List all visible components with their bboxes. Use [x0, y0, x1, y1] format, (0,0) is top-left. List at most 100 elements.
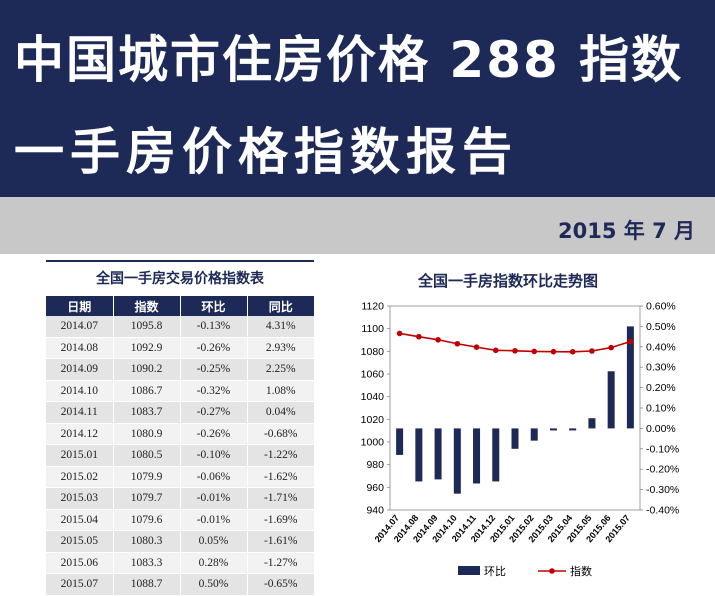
cell-yoy: 0.04% [247, 401, 314, 424]
index-point [569, 348, 576, 355]
table-row: 2014.11 1083.7 -0.27% 0.04% [46, 401, 314, 424]
mom-bar [453, 428, 461, 494]
table-header-row: 日期 指数 环比 同比 [46, 296, 314, 316]
cell-date: 2014.07 [46, 316, 114, 338]
cell-date: 2015.06 [46, 552, 114, 574]
index-point [396, 330, 403, 337]
cell-date: 2015.01 [46, 444, 114, 467]
table-row: 2015.01 1080.5 -0.10% -1.22% [46, 444, 314, 467]
index-point [589, 348, 595, 354]
cell-index: 1083.3 [113, 552, 181, 574]
index-point [531, 348, 538, 355]
index-point [416, 333, 422, 340]
cell-index: 1080.3 [113, 530, 181, 553]
mom-bar [530, 428, 538, 441]
cell-index: 1083.7 [113, 401, 181, 424]
right-axis-tick-label: -0.20% [646, 464, 679, 476]
mom-bar [511, 428, 519, 449]
chart-title: 全国一手房指数环比走势图 [417, 272, 598, 290]
cell-mom: 0.05% [180, 530, 248, 553]
left-axis-tick-label: 1020 [361, 414, 385, 426]
cell-mom: -0.13% [180, 316, 248, 338]
left-axis-tick-label: 980 [366, 459, 384, 471]
cell-yoy: 2.93% [247, 337, 314, 359]
left-axis-tick-label: 1000 [361, 437, 385, 449]
cell-mom: -0.01% [180, 487, 248, 510]
cell-yoy: -1.62% [247, 466, 314, 488]
table-row: 2014.07 1095.8 -0.13% 4.31% [46, 316, 314, 338]
cell-date: 2014.12 [46, 423, 114, 445]
right-axis-tick-label: -0.40% [646, 505, 679, 517]
mom-bar [434, 428, 442, 480]
legend-swatch-index-marker [549, 568, 555, 574]
date-band: 2015 年 7 月 [0, 197, 715, 254]
cell-mom: -0.25% [180, 358, 248, 381]
cell-mom: -0.26% [180, 337, 248, 359]
index-point [454, 340, 461, 347]
mom-bar [569, 428, 577, 431]
cell-index: 1086.7 [113, 380, 181, 402]
mom-bar [588, 418, 596, 429]
header-index: 指数 [113, 296, 181, 316]
header-yoy: 同比 [247, 296, 314, 316]
table-top-rule [46, 260, 314, 262]
cell-yoy: 4.31% [247, 316, 314, 338]
cell-yoy: 1.08% [247, 380, 314, 402]
cell-mom: -0.01% [180, 509, 248, 531]
cell-mom: -0.26% [180, 423, 248, 445]
mom-bar [607, 371, 615, 429]
cell-yoy: -1.61% [247, 530, 314, 553]
header-mom: 环比 [180, 296, 248, 316]
left-axis-tick-label: 1080 [361, 346, 385, 358]
right-axis-tick-label: -0.10% [646, 443, 679, 455]
mom-bar [492, 428, 500, 482]
cell-mom: 0.50% [180, 573, 248, 596]
cell-date: 2015.02 [46, 466, 114, 488]
mom-bar [549, 428, 557, 431]
cell-yoy: -1.69% [247, 509, 314, 531]
cell-date: 2015.07 [46, 573, 114, 596]
report-title-line2: 一手房价格指数报告 [14, 123, 518, 181]
cell-index: 1079.6 [113, 509, 181, 531]
cell-date: 2015.05 [46, 530, 114, 553]
mom-trend-chart: 940 960 980 1000 1020 1040 1060 1080 1100 1120 -0.… [361, 301, 680, 579]
cell-date: 2015.04 [46, 509, 114, 531]
price-index-table: 日期 指数 环比 同比 2014.07 1095.8 -0.13% 4.31% 2014… [46, 296, 314, 596]
cell-yoy: -1.27% [247, 552, 314, 574]
right-axis-tick-label: 0.40% [646, 341, 676, 353]
cell-index: 1079.7 [113, 487, 181, 510]
index-point [492, 347, 499, 354]
cell-yoy: -1.71% [247, 487, 314, 510]
cell-yoy: -1.22% [247, 444, 314, 467]
table-row: 2015.05 1080.3 0.05% -1.61% [46, 530, 314, 553]
table-row: 2014.08 1092.9 -0.26% 2.93% [46, 337, 314, 359]
header-date: 日期 [46, 296, 114, 316]
right-axis-tick-label: 0.50% [646, 321, 676, 333]
left-axis-tick-label: 960 [366, 482, 384, 494]
cell-date: 2014.11 [46, 401, 114, 424]
mom-bar [396, 428, 404, 455]
cell-index: 1095.8 [113, 316, 181, 338]
cell-date: 2014.08 [46, 337, 114, 359]
right-axis-tick-label: 0.00% [646, 423, 676, 435]
report-title-line1: 中国城市住房价格 288 指数 [14, 31, 684, 89]
cell-mom: -0.27% [180, 401, 248, 424]
index-point [550, 348, 557, 355]
cell-mom: -0.10% [180, 444, 248, 467]
legend-label-index: 指数 [570, 564, 592, 578]
report-date: 2015 年 7 月 [558, 219, 695, 243]
left-axis-tick-label: 1100 [361, 323, 384, 335]
right-axis-tick-label: 0.10% [646, 403, 676, 415]
right-axis-tick-label: 0.30% [646, 362, 676, 374]
table-title: 全国一手房交易价格指数表 [96, 271, 264, 287]
table-row: 2014.10 1086.7 -0.32% 1.08% [46, 380, 314, 402]
table-row: 2015.03 1079.7 -0.01% -1.71% [46, 487, 314, 510]
index-point [473, 344, 480, 350]
chart-legend: 环比 指数 [458, 564, 592, 578]
table-row: 2015.02 1079.9 -0.06% -1.62% [46, 466, 314, 488]
cell-yoy: -0.68% [247, 423, 314, 445]
plot-frame [389, 305, 641, 511]
index-point [512, 347, 518, 354]
index-point [627, 338, 634, 345]
cell-date: 2014.10 [46, 380, 114, 402]
